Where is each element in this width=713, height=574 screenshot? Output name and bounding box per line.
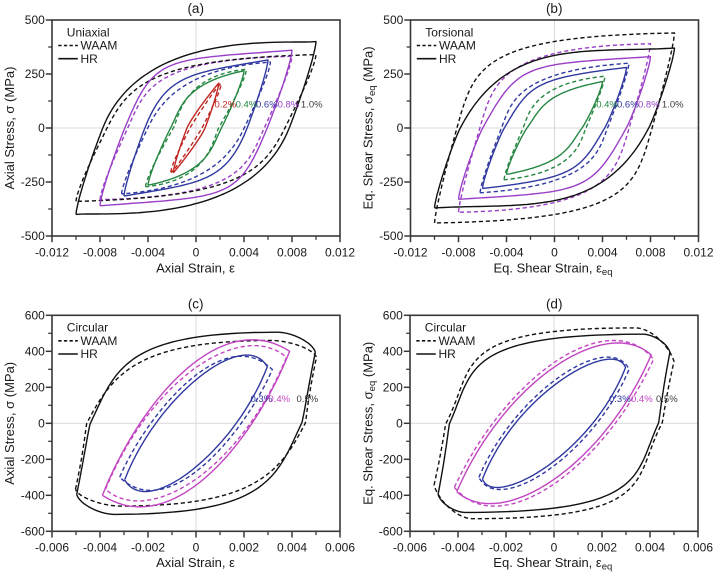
svg-text:-500: -500 xyxy=(21,229,45,243)
svg-text:Eq. Shear Stress, σeq (MPa): Eq. Shear Stress, σeq (MPa) xyxy=(361,342,379,505)
svg-text:(a): (a) xyxy=(187,1,204,16)
svg-text:1.0%: 1.0% xyxy=(301,100,323,111)
svg-text:0: 0 xyxy=(551,541,558,555)
svg-text:600: 600 xyxy=(25,309,45,323)
svg-text:0.5%: 0.5% xyxy=(656,394,678,405)
svg-text:WAAM: WAAM xyxy=(81,334,118,348)
svg-text:Axial Strain, ε: Axial Strain, ε xyxy=(156,260,235,275)
svg-text:-200: -200 xyxy=(379,453,403,467)
svg-text:0: 0 xyxy=(396,417,403,431)
svg-text:-400: -400 xyxy=(21,489,45,503)
svg-text:0.012: 0.012 xyxy=(683,246,713,260)
svg-text:Eq. Shear Strain, εeq: Eq. Shear Strain, εeq xyxy=(493,555,612,573)
svg-text:-0.008: -0.008 xyxy=(83,246,117,260)
svg-text:-0.004: -0.004 xyxy=(489,246,523,260)
svg-text:0: 0 xyxy=(193,541,200,555)
svg-text:200: 200 xyxy=(25,381,45,395)
svg-text:0.002: 0.002 xyxy=(587,541,617,555)
svg-text:-600: -600 xyxy=(21,525,45,539)
svg-text:0.008: 0.008 xyxy=(635,246,665,260)
svg-text:0.4%: 0.4% xyxy=(631,394,653,405)
svg-text:-500: -500 xyxy=(379,229,403,243)
svg-text:WAAM: WAAM xyxy=(439,334,476,348)
svg-text:0.004: 0.004 xyxy=(277,541,307,555)
svg-text:0.4%: 0.4% xyxy=(596,100,618,111)
svg-text:0: 0 xyxy=(38,417,45,431)
svg-text:-250: -250 xyxy=(21,175,45,189)
svg-text:-0.008: -0.008 xyxy=(441,246,475,260)
svg-text:-0.002: -0.002 xyxy=(489,541,523,555)
svg-text:0.008: 0.008 xyxy=(277,246,307,260)
svg-text:0.006: 0.006 xyxy=(325,541,355,555)
svg-text:600: 600 xyxy=(383,309,403,323)
svg-text:0: 0 xyxy=(38,121,45,135)
svg-text:0.004: 0.004 xyxy=(229,246,259,260)
svg-text:-0.006: -0.006 xyxy=(393,541,427,555)
svg-text:Circular: Circular xyxy=(67,321,108,335)
svg-text:0.004: 0.004 xyxy=(587,246,617,260)
svg-text:HR: HR xyxy=(439,52,457,66)
svg-text:Axial Strain, ε: Axial Strain, ε xyxy=(156,555,235,570)
svg-text:WAAM: WAAM xyxy=(81,39,118,53)
svg-text:Axial Stress, σ (MPa): Axial Stress, σ (MPa) xyxy=(2,362,17,485)
svg-text:0.002: 0.002 xyxy=(229,541,259,555)
svg-text:Eq. Shear Strain, εeq: Eq. Shear Strain, εeq xyxy=(494,260,613,278)
svg-text:(d): (d) xyxy=(546,296,563,311)
svg-text:0.012: 0.012 xyxy=(325,246,355,260)
svg-text:-0.004: -0.004 xyxy=(83,541,117,555)
svg-text:1.0%: 1.0% xyxy=(662,100,684,111)
svg-text:0: 0 xyxy=(551,246,558,260)
svg-text:250: 250 xyxy=(25,67,45,81)
svg-text:0.5%: 0.5% xyxy=(297,394,319,405)
svg-text:0.2%: 0.2% xyxy=(215,100,237,111)
svg-text:Torsional: Torsional xyxy=(425,25,473,39)
svg-text:-400: -400 xyxy=(379,489,403,503)
svg-text:-0.004: -0.004 xyxy=(441,541,475,555)
svg-text:HR: HR xyxy=(81,347,99,361)
svg-text:400: 400 xyxy=(383,345,403,359)
svg-text:WAAM: WAAM xyxy=(439,39,476,53)
svg-text:0: 0 xyxy=(397,121,404,135)
svg-text:500: 500 xyxy=(383,13,403,27)
svg-text:0.6%: 0.6% xyxy=(256,100,278,111)
svg-text:0.4%: 0.4% xyxy=(236,100,258,111)
svg-text:(c): (c) xyxy=(188,296,204,311)
svg-text:-0.012: -0.012 xyxy=(393,246,427,260)
svg-text:0.006: 0.006 xyxy=(683,541,713,555)
svg-text:-600: -600 xyxy=(379,525,403,539)
svg-text:0.3%: 0.3% xyxy=(251,394,273,405)
svg-text:0.4%: 0.4% xyxy=(268,394,290,405)
svg-text:0.3%: 0.3% xyxy=(609,394,631,405)
svg-text:0.8%: 0.8% xyxy=(638,100,660,111)
svg-text:-0.012: -0.012 xyxy=(35,246,69,260)
svg-text:-0.002: -0.002 xyxy=(131,541,165,555)
svg-text:HR: HR xyxy=(81,52,99,66)
svg-text:-200: -200 xyxy=(21,453,45,467)
svg-text:Axial Stress, σ (MPa): Axial Stress, σ (MPa) xyxy=(2,67,17,190)
svg-text:Circular: Circular xyxy=(425,321,466,335)
svg-text:0: 0 xyxy=(193,246,200,260)
svg-text:(b): (b) xyxy=(546,1,563,16)
svg-text:0.8%: 0.8% xyxy=(278,100,300,111)
svg-text:Uniaxial: Uniaxial xyxy=(67,25,110,39)
svg-text:-250: -250 xyxy=(379,175,403,189)
svg-text:500: 500 xyxy=(25,13,45,27)
svg-text:0.6%: 0.6% xyxy=(617,100,639,111)
svg-text:-0.006: -0.006 xyxy=(35,541,69,555)
svg-text:Eq. Shear Stress, σeq (MPa): Eq. Shear Stress, σeq (MPa) xyxy=(361,46,379,209)
svg-text:250: 250 xyxy=(383,67,403,81)
svg-text:0.004: 0.004 xyxy=(635,541,665,555)
svg-text:400: 400 xyxy=(25,345,45,359)
svg-text:-0.004: -0.004 xyxy=(131,246,165,260)
svg-text:200: 200 xyxy=(383,381,403,395)
svg-text:HR: HR xyxy=(439,347,457,361)
